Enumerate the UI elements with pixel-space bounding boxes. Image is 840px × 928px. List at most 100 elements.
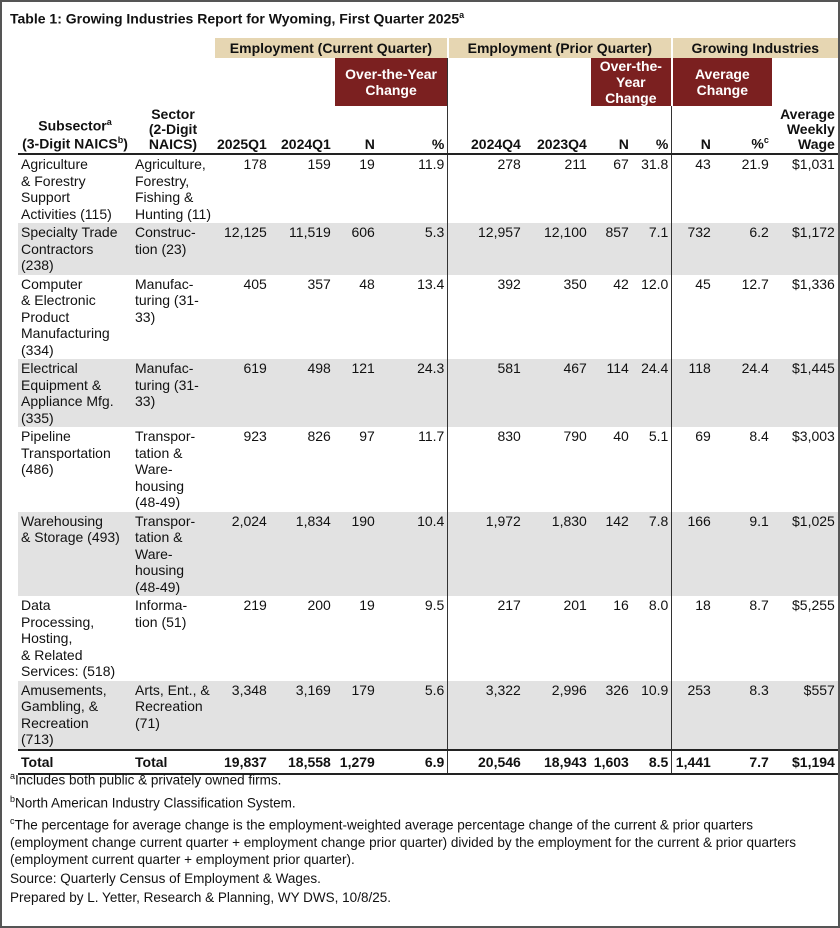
spacer	[772, 58, 838, 106]
sector-cell: Transpor- tation & Ware- housing (48-49)	[135, 428, 196, 510]
spacer	[18, 58, 334, 106]
value-cell: 21.9	[741, 156, 769, 172]
sector-cell: Arts, Ent., & Recreation (71)	[132, 680, 214, 750]
value-cell: 923	[243, 428, 267, 444]
value-cell: 97	[359, 428, 375, 444]
group-row: Employment (Current Quarter) Employment (…	[18, 38, 838, 58]
value-cell: $1,194	[771, 748, 838, 775]
subsector-cell: Pipeline Transportation (486)	[21, 428, 111, 477]
column-header: %	[631, 106, 672, 155]
column-header: 2024Q1	[269, 106, 334, 155]
value-cell: 253	[671, 680, 714, 750]
column-header: N	[589, 106, 632, 155]
value-cell: 790	[563, 428, 587, 444]
value-cell: 20,546	[447, 748, 524, 775]
value-cell: 392	[447, 274, 524, 359]
footnote-marker: b	[117, 135, 124, 146]
table-row: Computer & Electronic Product Manufactur…	[18, 274, 838, 359]
sector-cell: Manufac- turing (31- 33)	[132, 359, 214, 427]
value-cell: 5.1	[648, 428, 669, 444]
value-cell: 9.1	[713, 511, 772, 596]
subsector-cell: Total	[18, 748, 132, 775]
value-cell: 8.3	[713, 680, 772, 750]
value-cell: $5,255	[792, 597, 835, 613]
value-cell: 3,169	[269, 680, 334, 750]
column-header: Sector (2-Digit NAICS)	[132, 106, 214, 155]
spacer	[447, 58, 590, 106]
subsector-cell: Warehousing & Storage (493)	[18, 511, 132, 596]
subsector-cell: Computer & Electronic Product Manufactur…	[21, 275, 110, 358]
footnote-marker: c	[10, 816, 15, 826]
value-cell: 114	[589, 359, 632, 427]
value-cell: 217	[447, 596, 524, 681]
header-text: %	[751, 136, 764, 152]
footnote-marker: a	[106, 116, 112, 127]
subgroup-header: Over-the-Year Change	[332, 58, 448, 106]
value-cell: 118	[671, 359, 714, 427]
value-cell: 24.4	[713, 359, 772, 427]
value-cell: 857	[589, 223, 632, 275]
column-header: N	[333, 106, 378, 155]
column-header: %	[377, 106, 448, 155]
subsector-cell: Specialty Trade Contractors (238)	[18, 223, 132, 275]
value-cell: 19	[359, 597, 375, 613]
value-cell: 11.9	[418, 156, 445, 172]
value-cell: 2,996	[523, 680, 590, 750]
subsector-cell: Data Processing, Hosting, & Related Serv…	[21, 597, 116, 679]
value-cell: 278	[447, 154, 524, 223]
value-cell: 12,100	[523, 223, 590, 275]
value-cell: 405	[243, 275, 267, 292]
value-cell: 48	[359, 275, 375, 292]
value-cell: 12,957	[447, 223, 524, 275]
subsector-cell: Amusements, Gambling, & Recreation (713)	[18, 680, 132, 750]
value-cell: 42	[613, 275, 629, 292]
value-cell: 3,348	[214, 680, 270, 750]
column-header: 2024Q4	[447, 106, 524, 155]
sector-cell: Total	[132, 748, 214, 775]
footnote-text: The percentage for average change is the…	[10, 817, 797, 867]
title-text: Table 1: Growing Industries Report for W…	[10, 10, 460, 27]
value-cell: 24.3	[377, 359, 448, 427]
value-cell: 1,603	[589, 748, 632, 775]
footnotes: aIncludes both public & privately owned …	[10, 768, 825, 908]
value-cell: 11,519	[269, 223, 334, 275]
table-row: Pipeline Transportation (486) Transpor- t…	[18, 427, 838, 512]
subgroup-header: Average Change	[670, 58, 772, 106]
sector-cell: Informa- tion (51)	[135, 597, 188, 630]
value-cell: 159	[307, 156, 331, 172]
value-cell: 8.4	[749, 428, 769, 444]
table-row: Warehousing & Storage (493) Transpor- tat…	[18, 511, 838, 596]
value-cell: $557	[771, 680, 838, 750]
value-cell: 200	[307, 597, 331, 613]
value-cell: 24.4	[631, 359, 672, 427]
value-cell: 8.5	[631, 748, 672, 775]
sector-cell: Agriculture, Forestry, Fishing & Hunting…	[135, 156, 212, 222]
value-cell: 179	[333, 680, 378, 750]
subgroup-row: Over-the-Year Change Over-the-Year Change…	[18, 58, 838, 106]
value-cell: 5.6	[377, 680, 448, 750]
source-note: Source: Quarterly Census of Employment &…	[10, 870, 321, 886]
value-cell: 211	[564, 156, 587, 172]
value-cell: 10.4	[377, 511, 448, 596]
header-text: )	[123, 136, 128, 152]
value-cell: 12.0	[641, 275, 669, 292]
value-cell: 201	[563, 597, 587, 613]
value-cell: 357	[307, 275, 331, 292]
value-cell: 826	[307, 428, 331, 444]
value-cell: 190	[333, 511, 378, 596]
footnote-marker: a	[10, 771, 16, 781]
column-header: 2025Q1	[214, 106, 270, 155]
sector-cell: Construc- tion (23)	[132, 223, 214, 275]
value-cell: 7.1	[631, 223, 672, 275]
header-text: (3-Digit NAICS	[22, 136, 118, 152]
group-header: Growing Industries	[670, 38, 838, 58]
value-cell: 19,837	[214, 748, 270, 775]
value-cell: 1,830	[523, 511, 590, 596]
value-cell: 1,441	[671, 748, 714, 775]
value-cell: 166	[671, 511, 714, 596]
value-cell: 142	[589, 511, 632, 596]
value-cell: 5.3	[377, 223, 448, 275]
value-cell: 8.0	[648, 597, 669, 613]
value-cell: 581	[447, 359, 524, 427]
